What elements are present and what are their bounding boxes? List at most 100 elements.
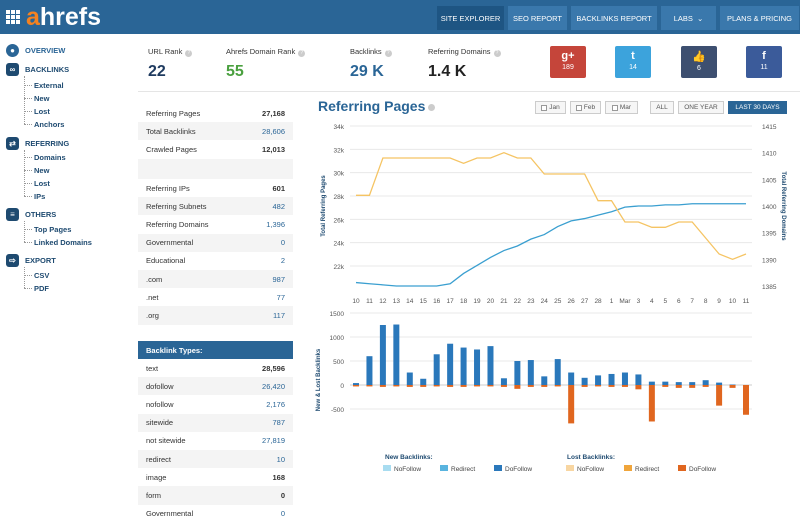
link-icon: ∞ [6, 63, 19, 76]
sidebar-item-top-pages[interactable]: Top Pages [34, 225, 72, 234]
row-value[interactable]: 482 [272, 201, 285, 211]
checkbox-icon [541, 104, 548, 111]
filter-feb-label: Feb [583, 104, 596, 111]
filter-mar[interactable]: Mar [605, 101, 638, 114]
table-row: .com 987 [138, 269, 293, 289]
filter-last-30-days[interactable]: LAST 30 DAYS [728, 101, 787, 114]
y2-tick-label: 1405 [762, 177, 777, 184]
lost-backlinks-bar [648, 385, 655, 422]
row-value[interactable]: 77 [276, 292, 285, 302]
table-row: nofollow 2,176 [138, 395, 293, 413]
sidebar-item-csv[interactable]: CSV [34, 271, 50, 280]
stat-backlinks: Backlinks? 29 K [350, 47, 392, 81]
stat-referring-domains: Referring Domains? 1.4 K [428, 47, 501, 81]
ahrefs-logo[interactable]: a hrefs [6, 2, 102, 31]
legend-label: DoFollow [689, 466, 716, 473]
sidebar-backlinks[interactable]: ∞ BACKLINKS [6, 63, 69, 76]
row-label: image [146, 472, 167, 482]
new-backlinks-bar [554, 359, 561, 385]
row-value[interactable]: 0 [280, 509, 285, 519]
filter-feb[interactable]: Feb [570, 101, 601, 114]
x-tick-label: 3 [637, 298, 641, 305]
lost-backlinks-bar [366, 385, 373, 387]
new-backlinks-bar [621, 372, 628, 385]
y-tick-label: 32k [334, 147, 345, 154]
facebook-share[interactable]: f 11 [746, 46, 782, 78]
nav-seo-report[interactable]: SEO REPORT [508, 6, 567, 30]
filter-one-year[interactable]: ONE YEAR [678, 101, 724, 114]
sidebar-others[interactable]: ≡ OTHERS [6, 208, 56, 221]
nav-backlinks-report[interactable]: BACKLINKS REPORT [571, 6, 657, 30]
help-icon[interactable]: ? [384, 50, 392, 57]
sidebar-overview[interactable]: ● OVERVIEW [6, 44, 65, 57]
x-tick-label: 11 [366, 298, 373, 305]
lost-backlinks-bar [689, 385, 696, 388]
row-value: 12,013 [262, 144, 285, 154]
help-icon[interactable]: ? [185, 50, 193, 57]
summary-table: Referring Pages 27,168 Total Backlinks 28,6… [138, 104, 293, 159]
table-row: redirect 10 [138, 449, 293, 469]
row-value[interactable]: 987 [272, 274, 285, 284]
stat-url-rank-value: 22 [148, 63, 166, 80]
sidebar-item-lost-backlinks[interactable]: Lost [34, 107, 50, 116]
sidebar-item-ips[interactable]: IPs [34, 192, 46, 201]
row-value[interactable]: 27,819 [262, 436, 285, 446]
nav-site-explorer[interactable]: SITE EXPLORER [437, 6, 504, 30]
sidebar-item-domains[interactable]: Domains [34, 153, 66, 162]
logo-text: hrefs [39, 2, 102, 31]
row-value[interactable]: 2,176 [266, 399, 285, 409]
sidebar-item-lost-referring[interactable]: Lost [34, 179, 50, 188]
stat-url-rank: URL Rank? 22 [148, 47, 193, 81]
table-row: Governmental 0 [138, 233, 293, 252]
table-row: form 0 [138, 486, 293, 505]
help-icon[interactable] [428, 103, 436, 111]
sidebar-item-external[interactable]: External [34, 81, 64, 90]
sidebar-backlinks-label: BACKLINKS [25, 65, 70, 74]
row-label: Crawled Pages [146, 144, 197, 154]
filter-jan[interactable]: Jan [535, 101, 566, 114]
row-value[interactable]: 10 [276, 454, 285, 464]
lost-backlinks-bar [487, 385, 494, 387]
sidebar-export[interactable]: ⇨ EXPORT [6, 254, 56, 267]
backlink-types-table: Backlink Types: text 28,596 dofollow 26,420… [138, 341, 293, 523]
sidebar-referring[interactable]: ⇄ REFERRING [6, 137, 69, 150]
facebook-icon: f [762, 50, 766, 62]
lost-backlinks-bar [500, 385, 507, 387]
sidebar-item-new-backlinks[interactable]: New [34, 94, 50, 103]
sidebar-export-label: EXPORT [25, 256, 56, 265]
sidebar-item-pdf[interactable]: PDF [34, 284, 49, 293]
lost-backlinks-bar [702, 385, 709, 387]
x-tick-label: 10 [729, 298, 737, 305]
legend-swatch [566, 465, 574, 471]
twitter-share[interactable]: t 14 [615, 46, 651, 78]
lost-backlinks-bar [474, 385, 481, 387]
row-label: Governmental [146, 509, 194, 519]
row-value[interactable]: 2 [280, 256, 285, 266]
row-value[interactable]: 787 [272, 418, 285, 428]
row-value[interactable]: 0 [280, 238, 285, 248]
sidebar-item-new-referring[interactable]: New [34, 166, 50, 175]
sidebar-item-anchors[interactable]: Anchors [34, 120, 65, 129]
help-icon[interactable]: ? [298, 50, 306, 57]
google-plus-share[interactable]: g+ 189 [550, 46, 586, 78]
new-backlinks-bar [447, 343, 454, 385]
x-tick-label: 8 [704, 298, 708, 305]
nav-plans-pricing[interactable]: PLANS & PRICING [720, 6, 799, 30]
help-icon[interactable]: ? [493, 50, 501, 57]
like-share[interactable]: 👍 6 [681, 46, 717, 78]
legend-label: NoFollow [394, 466, 421, 473]
nav-labs[interactable]: LABS ⌄ [661, 6, 716, 30]
thumbs-up-icon: 👍 [692, 51, 706, 63]
new-backlinks-bar [729, 384, 736, 386]
new-backlinks-bar [460, 347, 467, 385]
new-backlinks-bar [393, 324, 400, 385]
row-value[interactable]: 1,396 [266, 219, 285, 229]
row-value[interactable]: 28,606 [262, 126, 285, 136]
lost-backlinks-bar [662, 385, 669, 387]
sidebar-item-linked-domains[interactable]: Linked Domains [34, 238, 92, 247]
y2-tick-label: 1415 [762, 124, 777, 131]
x-tick-label: 9 [717, 298, 721, 305]
filter-all[interactable]: ALL [650, 101, 674, 114]
row-value[interactable]: 117 [273, 310, 285, 320]
row-value[interactable]: 26,420 [262, 381, 285, 391]
